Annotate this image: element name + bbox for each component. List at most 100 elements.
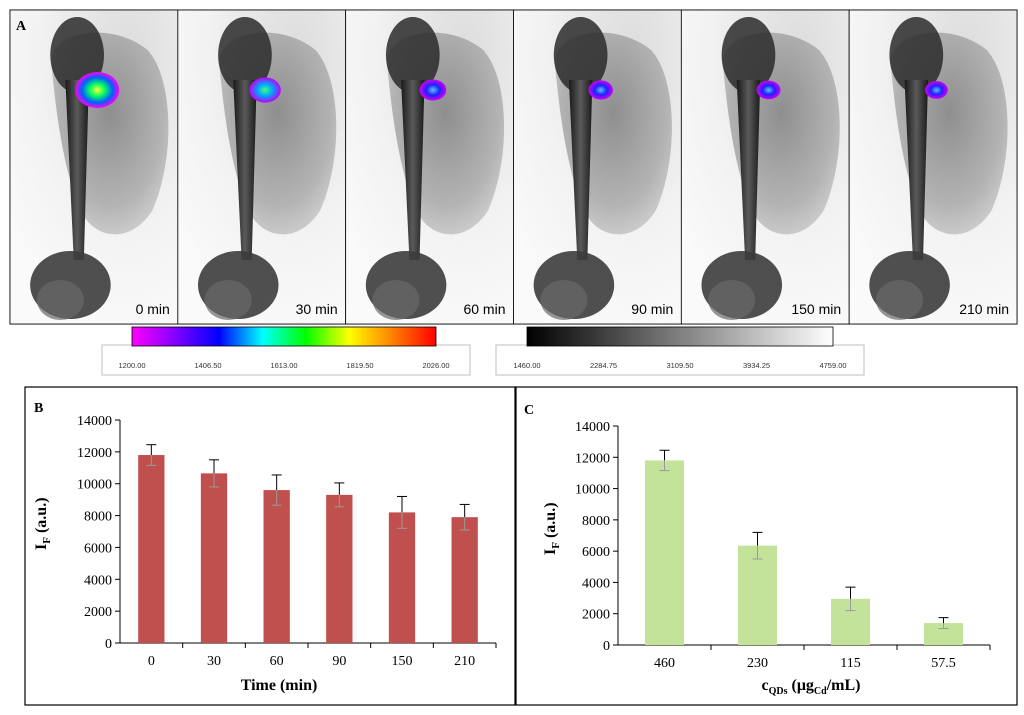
foot-highlight: [372, 280, 420, 320]
frame-time-label: 0 min: [136, 301, 170, 317]
y-tick-label: 10000: [77, 478, 112, 493]
y-tick-label: 12000: [575, 451, 610, 466]
y-tick-label: 6000: [84, 541, 112, 556]
frame-time-label: 150 min: [791, 301, 841, 317]
x-tick-label: 230: [747, 656, 768, 671]
x-tick-label: 115: [840, 656, 860, 671]
y-tick-label: 4000: [582, 576, 610, 591]
gray-scale-box: [495, 344, 865, 376]
y-tick-label: 2000: [582, 608, 610, 623]
bone-shape: [233, 80, 257, 260]
panel-b: B 0 2000 4000 6000 8000 10000 12000 14000 0 30 60 9…: [24, 386, 516, 706]
scale-tick-label: 1200.00: [118, 361, 145, 370]
frame-time-label: 60 min: [463, 301, 505, 317]
x-tick-label: 0: [148, 654, 155, 669]
x-tick-label: 30: [207, 654, 221, 669]
scale-tick-label: 1819.50: [346, 361, 373, 370]
foot-highlight: [36, 280, 84, 320]
image-frame: 90 min: [513, 9, 682, 325]
image-frame: 30 min: [177, 9, 347, 325]
chart-b-ylabel: IF (a.u.): [33, 497, 53, 550]
chart-c-xlabel: cQDs (μgCd/mL): [762, 677, 861, 697]
x-tick-label: 460: [654, 656, 675, 671]
panel-b-frame: [24, 386, 516, 706]
bar: [326, 494, 353, 643]
bar: [737, 545, 778, 645]
frame-time-label: 30 min: [296, 301, 338, 317]
gray-scale: 1460.00 2284.75 3109.50 3934.25 4759.00: [495, 326, 865, 376]
bar: [923, 623, 964, 645]
panel-c-label: C: [524, 403, 534, 418]
foot-highlight: [876, 280, 924, 320]
bone-shape: [736, 80, 761, 260]
image-frame: 60 min: [345, 9, 514, 325]
chart-b-xlabel: Time (min): [241, 677, 318, 694]
dark-region: [889, 17, 944, 93]
bar: [644, 460, 685, 645]
fluorescence-spot: [249, 77, 281, 103]
y-tick-label: 2000: [84, 605, 112, 620]
color-scale-gradient: [131, 326, 437, 347]
frame-time-label: 210 min: [959, 301, 1009, 317]
image-frame: 210 min: [848, 9, 1018, 325]
scale-tick-label: 3934.25: [743, 361, 770, 370]
image-frame: 0 min: [9, 9, 179, 325]
bone-shape: [65, 80, 89, 260]
y-tick-label: 0: [603, 639, 610, 654]
scale-tick-label: 3109.50: [666, 361, 693, 370]
scale-tick-label: 2284.75: [590, 361, 617, 370]
bone-shape: [401, 80, 425, 260]
gray-scale-gradient: [526, 326, 834, 347]
color-scale-ticks: 1200.00 1406.50 1613.00 1819.50 2026.00: [118, 361, 449, 370]
y-tick-label: 8000: [582, 514, 610, 529]
bar: [451, 517, 478, 643]
scale-tick-label: 4759.00: [819, 361, 846, 370]
scale-tick-label: 2026.00: [422, 361, 449, 370]
bar: [388, 512, 416, 643]
panel-c-frame: [515, 386, 1018, 706]
chart-c: 0 2000 4000 6000 8000 10000 12000 14000 460 230 11…: [575, 420, 991, 671]
color-scale: 1200.00 1406.50 1613.00 1819.50 2026.00: [101, 326, 471, 376]
x-tick-label: 210: [454, 654, 475, 669]
x-tick-label: 90: [332, 654, 346, 669]
y-tick-label: 4000: [84, 573, 112, 588]
x-tick-label: 57.5: [931, 656, 956, 671]
image-frames: 0 min 30 min 60 min 90 min 150 min 210 min: [9, 9, 1018, 325]
scale-tick-label: 1460.00: [513, 361, 540, 370]
scale-tick-label: 1406.50: [194, 361, 221, 370]
bone-shape: [904, 80, 929, 260]
panel-b-label: B: [34, 401, 43, 416]
bar: [263, 490, 290, 643]
fluorescence-spot: [925, 81, 948, 99]
dark-region: [721, 17, 776, 93]
panel-c: C 0 2000 4000 6000 8000 10000 12000 14000 460 230…: [515, 386, 1018, 706]
y-tick-label: 0: [105, 637, 112, 652]
gray-scale-ticks: 1460.00 2284.75 3109.50 3934.25 4759.00: [513, 361, 846, 370]
foot-highlight: [204, 280, 252, 320]
foot-highlight: [708, 280, 756, 320]
y-tick-label: 8000: [84, 510, 112, 525]
panel-a: 0 min 30 min 60 min 90 min 150 min 210 min A: [9, 9, 1018, 325]
dark-region: [553, 17, 608, 93]
fluorescence-spot: [75, 72, 120, 108]
fluorescence-spot: [588, 80, 613, 100]
dark-region: [385, 17, 440, 93]
y-tick-label: 14000: [77, 414, 112, 429]
bar: [200, 473, 228, 643]
chart-b: 0 2000 4000 6000 8000 10000 12000 14000 0 30 60 90 1…: [77, 414, 497, 669]
color-scale-box: [101, 344, 471, 376]
scale-tick-label: 1613.00: [270, 361, 297, 370]
foot-highlight: [540, 280, 588, 320]
y-tick-label: 10000: [575, 483, 610, 498]
y-tick-label: 14000: [575, 420, 610, 435]
bar: [138, 455, 165, 643]
bone-shape: [568, 80, 593, 260]
fluorescence-spot: [419, 79, 447, 101]
dark-region: [218, 17, 272, 93]
x-tick-label: 60: [270, 654, 284, 669]
image-frame: 150 min: [680, 9, 850, 325]
y-tick-label: 6000: [582, 545, 610, 560]
panel-a-label: A: [16, 19, 27, 34]
x-tick-label: 150: [392, 654, 413, 669]
